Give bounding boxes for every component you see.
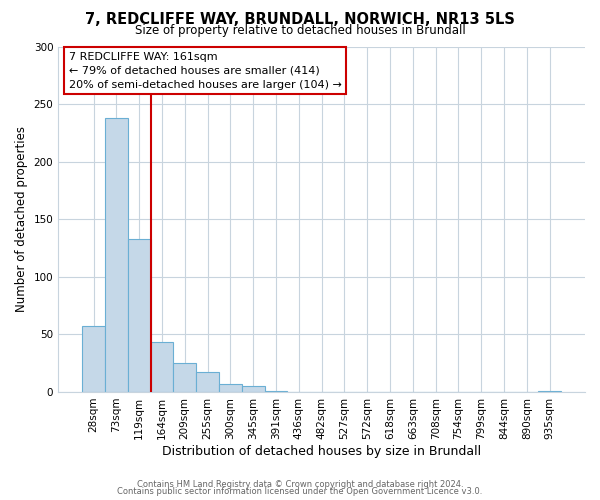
Bar	[151, 342, 173, 392]
Text: Contains HM Land Registry data © Crown copyright and database right 2024.: Contains HM Land Registry data © Crown c…	[137, 480, 463, 489]
Text: Contains public sector information licensed under the Open Government Licence v3: Contains public sector information licen…	[118, 487, 482, 496]
Bar	[219, 384, 242, 392]
Bar	[128, 239, 151, 392]
X-axis label: Distribution of detached houses by size in Brundall: Distribution of detached houses by size …	[162, 444, 481, 458]
Y-axis label: Number of detached properties: Number of detached properties	[15, 126, 28, 312]
Text: 7, REDCLIFFE WAY, BRUNDALL, NORWICH, NR13 5LS: 7, REDCLIFFE WAY, BRUNDALL, NORWICH, NR1…	[85, 12, 515, 28]
Bar	[196, 372, 219, 392]
Bar	[173, 363, 196, 392]
Bar	[265, 391, 287, 392]
Bar	[105, 118, 128, 392]
Bar	[242, 386, 265, 392]
Text: Size of property relative to detached houses in Brundall: Size of property relative to detached ho…	[134, 24, 466, 37]
Text: 7 REDCLIFFE WAY: 161sqm
← 79% of detached houses are smaller (414)
20% of semi-d: 7 REDCLIFFE WAY: 161sqm ← 79% of detache…	[69, 52, 341, 90]
Bar	[82, 326, 105, 392]
Bar	[538, 391, 561, 392]
